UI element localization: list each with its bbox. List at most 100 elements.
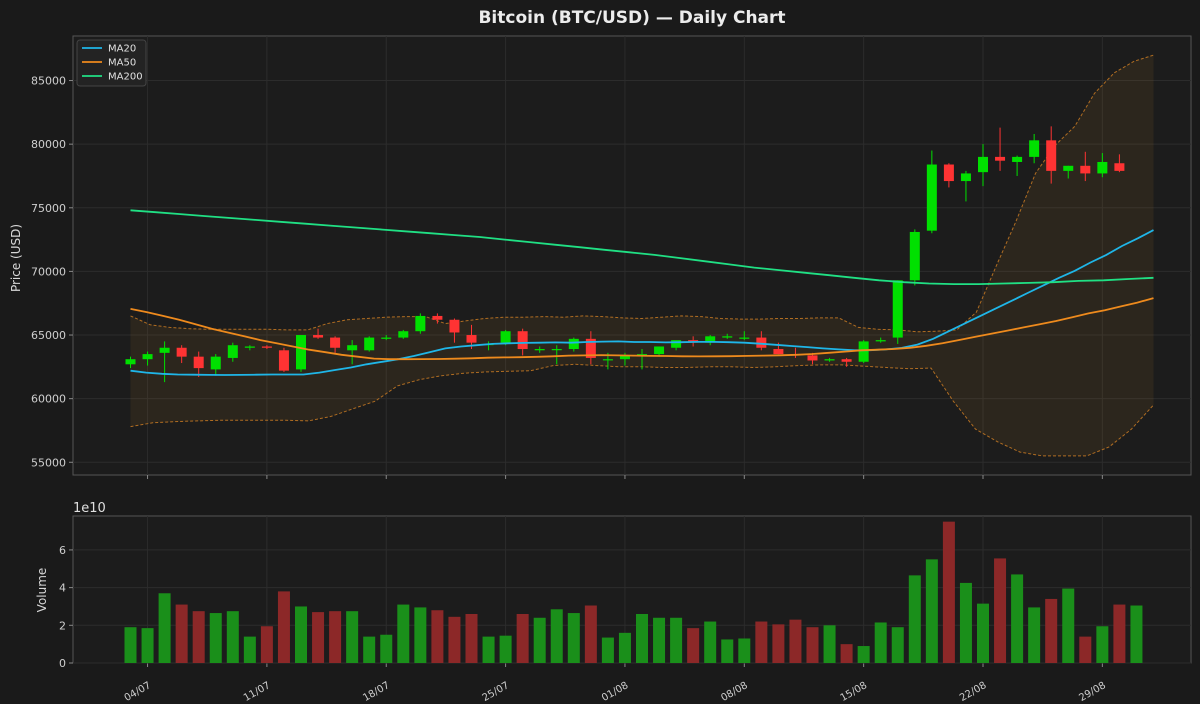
candle-body — [807, 355, 818, 361]
candle-body — [637, 354, 647, 356]
volume-y-tick-label: 6 — [59, 544, 66, 557]
candle-body — [739, 337, 750, 339]
volume-bar — [584, 605, 597, 663]
volume-bar — [618, 632, 631, 663]
candle-body — [330, 337, 341, 348]
candle-body — [449, 319, 460, 333]
candle-body — [142, 354, 153, 360]
volume-bar — [431, 610, 444, 663]
volume-bar — [806, 627, 819, 663]
candle-body — [926, 164, 937, 231]
volume-bar — [175, 604, 188, 663]
volume-y-tick-label: 2 — [59, 619, 66, 632]
candle-body — [722, 336, 733, 338]
bollinger-band-fill — [130, 55, 1154, 456]
volume-bar — [550, 609, 563, 663]
volume-bar — [141, 628, 154, 663]
volume-bar — [942, 521, 955, 663]
volume-bar — [158, 593, 171, 663]
candle-body — [432, 315, 443, 320]
volume-bar — [908, 575, 921, 663]
price-y-tick-label: 75000 — [31, 202, 66, 215]
candle-body — [995, 156, 1006, 161]
candle-body — [210, 356, 221, 370]
volume-bar — [925, 559, 938, 663]
volume-bar — [533, 617, 546, 663]
volume-bar — [243, 636, 256, 663]
candle-body — [756, 337, 767, 348]
candle-body — [585, 338, 596, 358]
candle-body — [278, 350, 289, 371]
candle-body — [602, 359, 613, 361]
volume-bar — [1028, 607, 1041, 663]
chart-title: Bitcoin (BTC/USD) — Daily Chart — [478, 8, 785, 28]
x-tick-label: 15/08 — [839, 680, 869, 704]
legend-box — [76, 39, 147, 87]
candle-body — [892, 280, 903, 338]
volume-bar — [516, 614, 529, 663]
volume-bar — [329, 611, 342, 663]
x-tick-label: 18/07 — [361, 680, 391, 704]
candle-body — [978, 156, 988, 173]
volume-y-tick-label: 4 — [59, 582, 66, 595]
candle-body — [261, 346, 272, 348]
x-tick-label: 11/07 — [242, 680, 272, 704]
volume-bar — [380, 634, 393, 663]
volume-y-tick-label: 0 — [59, 657, 66, 670]
plot-layer: 04/07 11/07 18/07 25/07 01/08 08/08 15/08 22/08… — [31, 35, 1192, 704]
candle-body — [381, 337, 392, 339]
volume-bar — [994, 558, 1007, 663]
candle-body — [654, 346, 665, 355]
volume-bar — [704, 621, 717, 663]
candle-body — [671, 340, 682, 348]
candle-body — [398, 331, 409, 338]
volume-bar — [363, 636, 376, 663]
candle-body — [313, 335, 324, 338]
x-tick-label: 04/07 — [123, 680, 153, 704]
volume-bar — [1130, 605, 1143, 663]
volume-scale-label: 1e10 — [73, 501, 106, 516]
volume-bar — [601, 637, 614, 663]
candle-body — [705, 336, 716, 343]
volume-bar — [755, 621, 768, 663]
volume-bar — [636, 614, 648, 663]
price-y-tick-label: 70000 — [31, 265, 66, 278]
candle-body — [193, 356, 204, 369]
volume-bar — [721, 639, 734, 663]
candle-body — [551, 349, 562, 351]
volume-bar — [857, 646, 870, 663]
volume-axis-label: Volume — [35, 568, 49, 613]
volume-bar — [226, 611, 239, 663]
volume-bar — [772, 624, 785, 663]
volume-bar — [1113, 604, 1126, 663]
price-y-tick-label: 85000 — [31, 75, 66, 88]
volume-bar — [977, 603, 989, 663]
volume-bar — [295, 606, 307, 663]
volume-bar — [277, 591, 290, 663]
volume-bar — [959, 582, 972, 663]
x-tick-label: 08/08 — [719, 680, 749, 704]
bollinger-upper-line — [130, 54, 1154, 333]
x-tick-label: 25/07 — [481, 680, 511, 704]
candle-body — [960, 173, 971, 182]
candle-body — [1063, 165, 1074, 171]
candle-body — [858, 341, 869, 362]
candle-body — [824, 359, 835, 361]
candle-body — [466, 335, 477, 343]
price-y-tick-label: 55000 — [31, 456, 66, 469]
volume-bar — [567, 613, 580, 663]
series-line-ma200 — [130, 209, 1154, 286]
price-y-tick-label: 65000 — [31, 329, 66, 342]
candle-body — [943, 164, 954, 182]
volume-bar — [124, 627, 137, 663]
x-tick-label: 22/08 — [958, 680, 988, 704]
volume-bar — [789, 619, 802, 663]
candle-body — [909, 231, 920, 281]
candle-body — [1029, 140, 1040, 157]
candle-body — [296, 335, 306, 370]
candle-body — [176, 347, 187, 357]
candle-body — [347, 345, 358, 351]
volume-bar — [840, 644, 853, 663]
candle-body — [841, 359, 852, 362]
